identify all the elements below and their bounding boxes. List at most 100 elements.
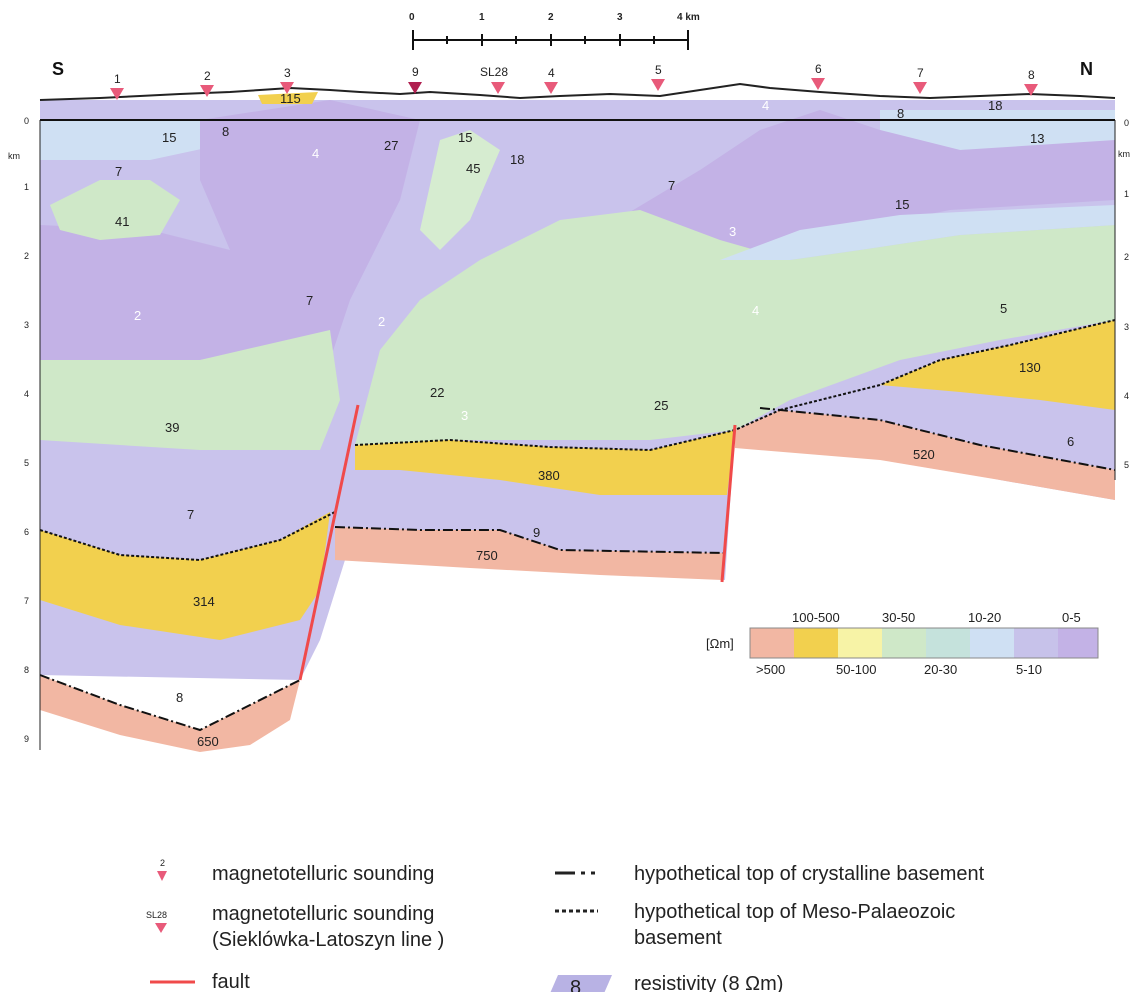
res-label: 3 <box>461 408 468 423</box>
res-label: 8 <box>176 690 183 705</box>
scale-tick-4: 4 km <box>677 12 700 23</box>
legend-mt-symbol-label: 2 <box>160 858 165 868</box>
svg-text:1: 1 <box>114 72 121 86</box>
depth-tick-8: 8 <box>24 665 29 675</box>
scale-tick-2: 2 <box>548 12 554 23</box>
res-label: 4 <box>312 146 319 161</box>
res-label: 18 <box>988 98 1002 113</box>
res-label: 13 <box>1030 131 1044 146</box>
layer-blue-north <box>720 205 1115 260</box>
res-label: 2 <box>378 314 385 329</box>
right-tick-0: 0 <box>1124 118 1129 128</box>
scale-bar: 0 1 2 3 4 km <box>409 12 700 50</box>
station-8: 8 <box>1024 68 1038 96</box>
layer-pink-520 <box>735 410 1115 500</box>
res-label: 380 <box>538 468 560 483</box>
res-label: 750 <box>476 548 498 563</box>
scale-swatch <box>882 628 926 658</box>
svg-text:7: 7 <box>917 66 924 80</box>
station-1: 1 <box>110 72 124 100</box>
scale-bottom-label: 5-10 <box>1016 662 1042 677</box>
scale-bottom-label: 20-30 <box>924 662 957 677</box>
res-label: 650 <box>197 734 219 749</box>
scale-top-label: 30-50 <box>882 610 915 625</box>
layer-yellow-314 <box>40 512 330 640</box>
color-scale: [Ωm] 100-500 30-50 10-20 0-5 >500 50-100… <box>706 610 1099 677</box>
res-label: 130 <box>1019 360 1041 375</box>
svg-text:4: 4 <box>548 66 555 80</box>
res-label: 7 <box>668 178 675 193</box>
res-label: 41 <box>115 214 129 229</box>
fault-north <box>720 424 737 583</box>
layer-pink-650 <box>40 675 300 752</box>
layer-purple-central <box>200 100 420 360</box>
sounding-stations: 1 2 3 9 SL28 4 5 6 7 8 <box>110 62 1038 100</box>
res-label: 18 <box>510 152 524 167</box>
svg-text:9: 9 <box>412 65 419 79</box>
layer-green-39 <box>40 330 340 450</box>
res-label: 45 <box>466 161 480 176</box>
scale-swatch <box>926 628 970 658</box>
legend-resistivity-swatch <box>550 975 612 992</box>
depth-tick-1: 1 <box>24 182 29 192</box>
legend-sl-symbol-label: SL28 <box>146 910 167 920</box>
res-label: 9 <box>533 525 540 540</box>
depth-tick-4: 4 <box>24 389 29 399</box>
legend-sl-sounding-1: magnetotelluric sounding <box>212 903 434 925</box>
res-label: 5 <box>1000 301 1007 316</box>
direction-north: N <box>1080 59 1093 79</box>
res-label: 4 <box>762 98 769 113</box>
depth-tick-6: 6 <box>24 527 29 537</box>
res-label: 4 <box>752 303 759 318</box>
res-label: 39 <box>165 420 179 435</box>
res-label: 15 <box>895 197 909 212</box>
res-label: 8 <box>897 106 904 121</box>
legend-meso-2: basement <box>634 927 722 949</box>
scale-swatch <box>838 628 882 658</box>
depth-unit-right: km <box>1118 149 1130 159</box>
right-tick-2: 2 <box>1124 252 1129 262</box>
scale-swatch <box>1014 628 1058 658</box>
legend: 2 magnetotelluric sounding SL28 magnetot… <box>146 858 985 992</box>
res-label: 27 <box>384 138 398 153</box>
res-label: 22 <box>430 385 444 400</box>
layer-yellow-130 <box>880 320 1115 410</box>
station-7: 7 <box>913 66 927 94</box>
meso-palaeozoic-boundary <box>39 319 1116 562</box>
layer-yellow-115 <box>258 92 318 104</box>
scale-top-label: 10-20 <box>968 610 1001 625</box>
res-label: 6 <box>1067 434 1074 449</box>
station-5: 5 <box>651 63 665 91</box>
res-label: 115 <box>280 91 301 106</box>
res-label: 7 <box>187 507 194 522</box>
res-label: 2 <box>134 308 141 323</box>
scale-swatch <box>794 628 838 658</box>
legend-resistivity-value: 8 <box>570 977 581 992</box>
scale-unit: [Ωm] <box>706 636 734 651</box>
scale-tick-1: 1 <box>479 12 485 23</box>
depth-axis-left: km 0 1 2 3 4 5 6 7 8 9 <box>8 116 29 744</box>
topography-line <box>39 82 1116 101</box>
geology-layers <box>40 92 1115 752</box>
svg-text:SL28: SL28 <box>480 65 508 79</box>
legend-resistivity: resistivity (8 Ωm) <box>634 973 783 992</box>
res-label: 25 <box>654 398 668 413</box>
svg-text:8: 8 <box>1028 68 1035 82</box>
legend-crystalline: hypothetical top of crystalline basement <box>634 863 985 885</box>
station-2: 2 <box>200 69 214 97</box>
scale-swatch <box>1058 628 1098 658</box>
legend-fault: fault <box>212 971 250 992</box>
res-label: 7 <box>115 164 122 179</box>
resistivity-labels: 115 15 8 4 27 15 45 18 7 41 2 7 2 4 3 7 … <box>115 91 1074 749</box>
layer-top-light-blue <box>40 120 220 160</box>
svg-text:2: 2 <box>204 69 211 83</box>
res-label: 8 <box>222 124 229 139</box>
depth-tick-7: 7 <box>24 596 29 606</box>
res-label: 520 <box>913 447 935 462</box>
direction-south: S <box>52 59 64 79</box>
depth-tick-0: 0 <box>24 116 29 126</box>
layer-green-upper <box>420 130 500 250</box>
legend-sl-marker <box>155 923 167 933</box>
right-tick-3: 3 <box>1124 322 1129 332</box>
